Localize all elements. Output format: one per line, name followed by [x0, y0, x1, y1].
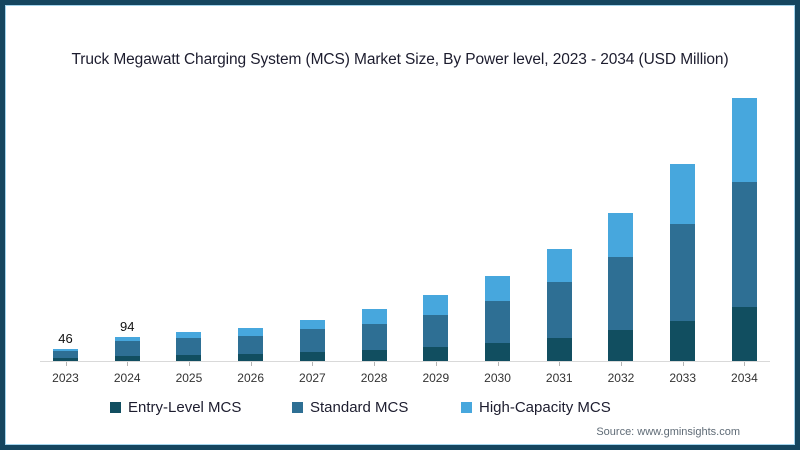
legend-label-standard-mcs: Standard MCS [310, 399, 409, 416]
bar-segment-standard-mcs-2026 [238, 335, 264, 355]
bar-segment-standard-mcs-2028 [361, 323, 387, 351]
legend-swatch-standard-mcs [292, 402, 303, 413]
bar-segment-standard-mcs-2024 [114, 341, 140, 356]
x-axis-label-2023: 2023 [52, 371, 79, 385]
x-axis-tick-2023 [65, 362, 67, 366]
x-axis-label-2027: 2027 [299, 371, 326, 385]
chart-title: Truck Megawatt Charging System (MCS) Mar… [71, 51, 729, 68]
x-axis-tick-2030 [497, 362, 499, 366]
legend-item-standard-mcs: Standard MCS [292, 399, 408, 416]
x-axis-tick-2029 [435, 362, 437, 366]
x-axis-label-2028: 2028 [360, 371, 388, 385]
data-label-2023: 46 [58, 331, 73, 347]
bar-segment-entry-level-mcs-2034 [731, 306, 757, 361]
bar-segment-standard-mcs-2033 [670, 224, 696, 321]
bar-segment-entry-level-mcs-2027 [299, 352, 325, 361]
legend-label-high-capacity-mcs: High-Capacity MCS [479, 399, 611, 416]
x-axis-label-2029: 2029 [422, 371, 450, 385]
bar-segment-high-capacity-mcs-2034 [731, 97, 757, 182]
data-label-2024: 94 [119, 319, 135, 335]
x-axis-label-2032: 2032 [607, 371, 635, 385]
legend-item-entry-level-mcs: Entry-Level MCS [110, 399, 241, 416]
chart-legend: Entry-Level MCS Standard MCS High-Capacity… [5, 5, 795, 445]
x-axis-tick-2031 [559, 362, 561, 366]
bar-segment-standard-mcs-2034 [731, 181, 757, 307]
x-axis-label-2026: 2026 [237, 371, 264, 385]
bar-segment-entry-level-mcs-2029 [423, 347, 449, 361]
bar-segment-standard-mcs-2027 [299, 329, 325, 353]
bar-segment-high-capacity-mcs-2026 [238, 328, 264, 336]
bar-segment-high-capacity-mcs-2033 [670, 163, 696, 225]
bar-segment-standard-mcs-2025 [176, 338, 202, 355]
x-axis-label-2033: 2033 [669, 371, 697, 385]
bar-segment-high-capacity-mcs-2027 [299, 319, 325, 330]
bar-segment-high-capacity-mcs-2030 [485, 276, 511, 302]
x-axis-tick-2034 [744, 362, 746, 366]
legend-label-entry-level-mcs: Entry-Level MCS [128, 399, 242, 416]
x-axis-label-2024: 2024 [113, 371, 141, 385]
bar-segment-entry-level-mcs-2031 [546, 337, 572, 361]
x-axis-tick-2027 [312, 362, 314, 366]
bar-segment-standard-mcs-2029 [423, 314, 449, 348]
x-axis-tick-2032 [620, 362, 622, 366]
bar-segment-entry-level-mcs-2030 [485, 343, 511, 361]
source-note: Source: www.gminsights.com [596, 426, 740, 438]
bar-segment-high-capacity-mcs-2023 [53, 349, 78, 352]
x-axis-tick-2025 [188, 362, 190, 366]
bar-segment-high-capacity-mcs-2024 [114, 337, 140, 342]
bar-segment-entry-level-mcs-2024 [114, 355, 140, 361]
legend-swatch-entry-level-mcs [110, 402, 121, 413]
bar-segment-standard-mcs-2023 [53, 351, 78, 359]
bar-segment-high-capacity-mcs-2032 [608, 212, 634, 258]
bar-segment-entry-level-mcs-2026 [238, 354, 264, 361]
bar-segment-entry-level-mcs-2023 [53, 358, 78, 361]
bar-segment-entry-level-mcs-2032 [608, 330, 634, 361]
x-axis-tick-2026 [250, 362, 252, 366]
x-axis-label-2025: 2025 [175, 371, 203, 385]
legend-item-high-capacity-mcs: High-Capacity MCS [461, 399, 611, 416]
bar-segment-high-capacity-mcs-2029 [423, 295, 449, 315]
bar-segment-entry-level-mcs-2025 [176, 354, 202, 361]
x-axis-tick-2024 [127, 362, 129, 366]
bar-segment-entry-level-mcs-2033 [670, 320, 696, 361]
bar-segment-high-capacity-mcs-2028 [361, 309, 387, 324]
x-axis-tick-2028 [374, 362, 376, 366]
bar-segment-high-capacity-mcs-2031 [546, 248, 572, 282]
legend-swatch-high-capacity-mcs [461, 402, 472, 413]
bar-segment-entry-level-mcs-2028 [361, 350, 387, 361]
bar-segment-high-capacity-mcs-2025 [176, 332, 202, 339]
x-axis-line [40, 361, 770, 362]
bar-segment-standard-mcs-2031 [546, 281, 572, 338]
x-axis-label-2030: 2030 [484, 371, 511, 385]
x-axis-label-2031: 2031 [545, 371, 573, 385]
x-axis-label-2034: 2034 [731, 371, 758, 385]
x-axis-tick-2033 [682, 362, 684, 366]
bar-segment-standard-mcs-2032 [608, 257, 634, 331]
plot-area: 46 2023 94 2024 2025 2026 2027 2028 2029 2030 2031… [5, 5, 795, 445]
bar-segment-standard-mcs-2030 [485, 301, 511, 344]
